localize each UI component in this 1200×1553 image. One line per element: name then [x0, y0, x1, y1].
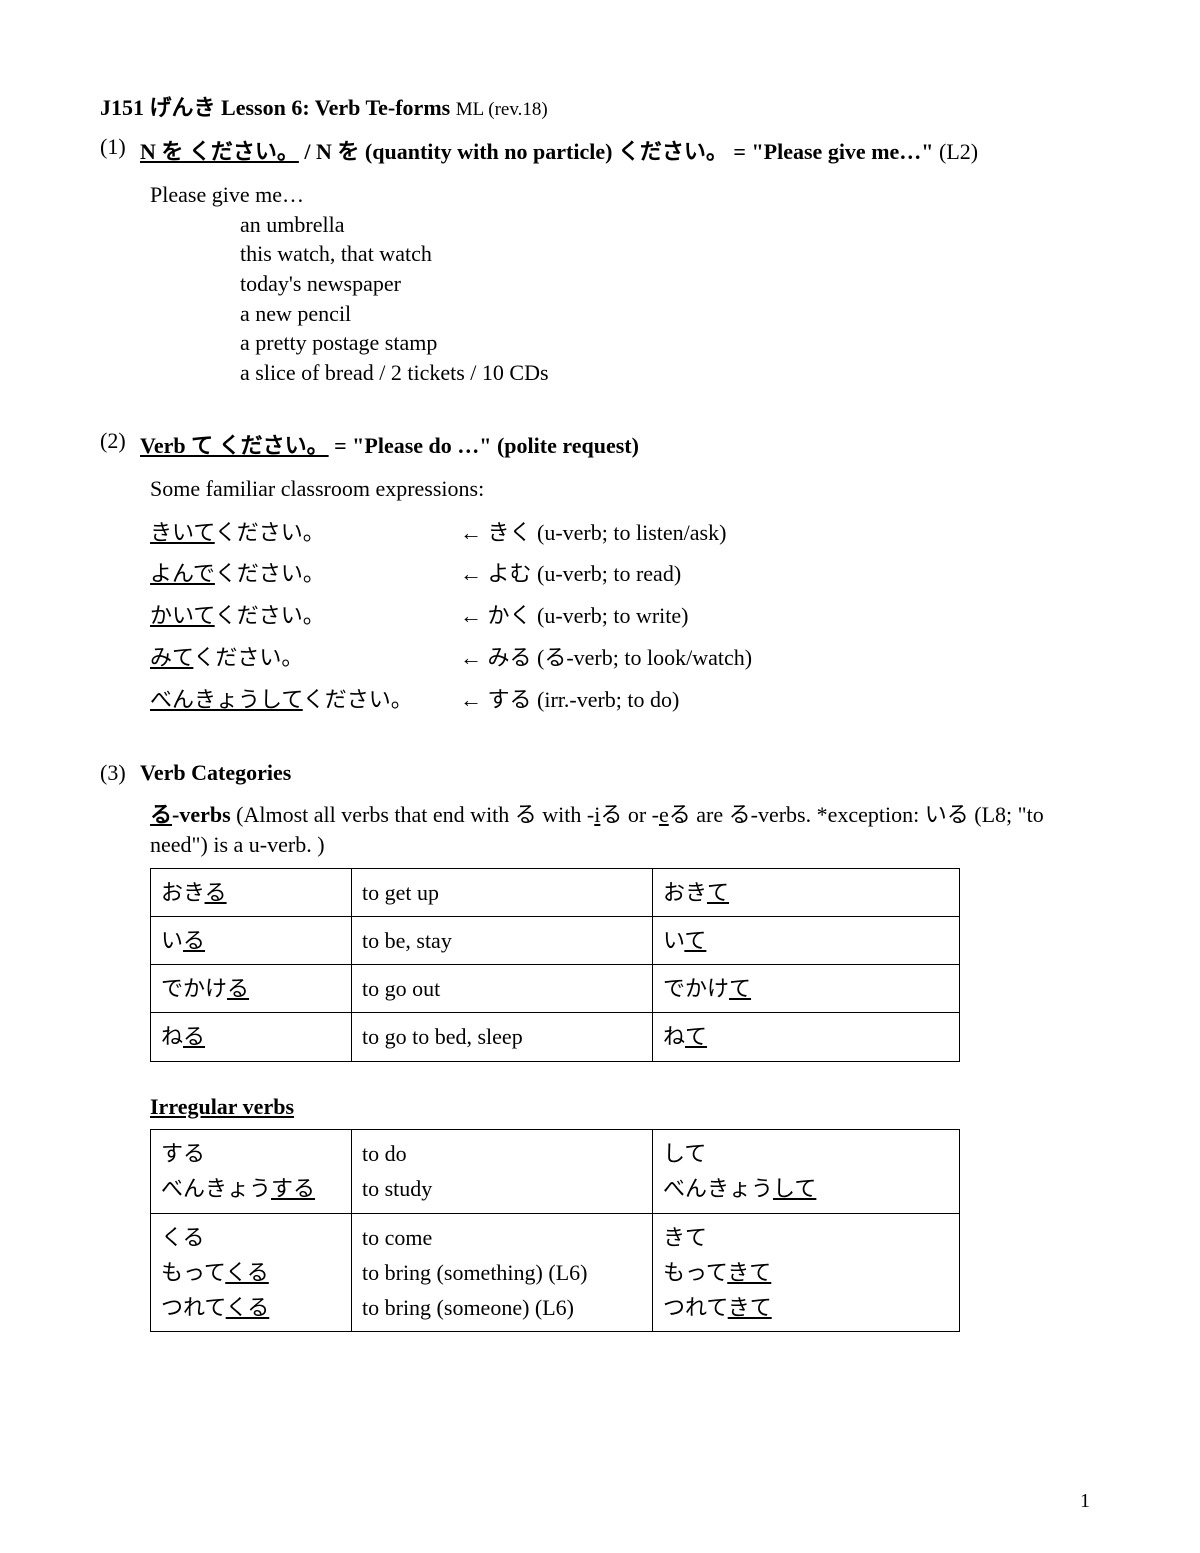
pattern-trans: = "Please give me…"	[733, 139, 933, 164]
document-page: J151 げんき Lesson 6: Verb Te-forms ML (rev…	[0, 0, 1200, 1553]
verb-meaning: to be, stay	[352, 917, 653, 965]
verb-dict-form: くるもってくるつれてくる	[151, 1213, 352, 1332]
section-3: (3) Verb Categories	[100, 760, 1100, 786]
verb-meaning: to get up	[352, 868, 653, 916]
ru-verbs-desc: る-verbs (Almost all verbs that end with …	[150, 800, 1100, 859]
title-jp: げんき	[150, 95, 216, 120]
kudasai-2: ください。	[618, 139, 728, 164]
irregular-verb-table: するべんきょうするto doto studyしてべんきょうしてくるもってくるつれ…	[150, 1129, 960, 1332]
section-3-num: (3)	[100, 760, 140, 786]
expression-jp: みてください。	[150, 637, 460, 679]
irregular-heading: Irregular verbs	[150, 1092, 1100, 1122]
verb-dict-form: でかける	[151, 965, 352, 1013]
verb-dict-form: ねる	[151, 1013, 352, 1061]
expression-row: みてください。← みる (る-verb; to look/watch)	[150, 637, 1100, 679]
expression-origin: ← する (irr.-verb; to do)	[460, 679, 1100, 721]
expression-row: かいてください。← かく (u-verb; to write)	[150, 595, 1100, 637]
verb-meaning: to doto study	[352, 1130, 653, 1213]
pattern-te-kudasai: Verb て ください。	[140, 433, 329, 458]
verb-te-form: きてもってきてつれてきて	[653, 1213, 960, 1332]
verb-meaning: to go to bed, sleep	[352, 1013, 653, 1061]
expression-jp: きいてください。	[150, 512, 460, 554]
table-row: くるもってくるつれてくるto cometo bring (something) …	[151, 1213, 960, 1332]
table-row: おきるto get upおきて	[151, 868, 960, 916]
particle-o: を	[337, 139, 359, 164]
give-item: a pretty postage stamp	[240, 328, 1100, 358]
verb-te-form: ねて	[653, 1013, 960, 1061]
expression-jp: よんでください。	[150, 553, 460, 595]
section-2-head: Verb て ください。 = "Please do …" (polite req…	[140, 428, 1100, 460]
verb-dict-form: おきる	[151, 868, 352, 916]
pattern-te-trans: = "Please do …" (polite request)	[334, 433, 639, 458]
verb-te-form: おきて	[653, 868, 960, 916]
expression-row: よんでください。← よむ (u-verb; to read)	[150, 553, 1100, 595]
expression-row: べんきょうしてください。← する (irr.-verb; to do)	[150, 679, 1100, 721]
verb-te-form: いて	[653, 917, 960, 965]
ru-desc-1: (Almost all verbs that end with る with -	[231, 802, 595, 827]
expression-origin: ← きく (u-verb; to listen/ask)	[460, 512, 1100, 554]
classroom-intro: Some familiar classroom expressions:	[150, 474, 1100, 504]
expression-jp: べんきょうしてください。	[150, 679, 460, 721]
ru-underline: る	[150, 802, 172, 827]
ru-desc-e: e	[659, 802, 669, 827]
ru-desc-2: る or -	[600, 802, 659, 827]
give-item: an umbrella	[240, 210, 1100, 240]
please-give-intro: Please give me…	[150, 180, 1100, 210]
verb-meaning: to go out	[352, 965, 653, 1013]
section-1: (1) N を ください。 / N を (quantity with no pa…	[100, 134, 1100, 166]
give-item: a new pencil	[240, 299, 1100, 329]
section-2-num: (2)	[100, 428, 140, 460]
lesson-ref: (L2)	[939, 139, 978, 164]
pattern-kudasai-1: N を ください。	[140, 139, 299, 164]
expression-origin: ← よむ (u-verb; to read)	[460, 553, 1100, 595]
ru-verb-table: おきるto get upおきているto be, stayいてでかけるto go …	[150, 868, 960, 1062]
pattern-slash: / N	[304, 139, 332, 164]
verb-dict-form: いる	[151, 917, 352, 965]
give-item: a slice of bread / 2 tickets / 10 CDs	[240, 358, 1100, 388]
section-3-head: Verb Categories	[140, 760, 1100, 786]
table-row: いるto be, stayいて	[151, 917, 960, 965]
expression-origin: ← みる (る-verb; to look/watch)	[460, 637, 1100, 679]
verb-te-form: でかけて	[653, 965, 960, 1013]
verb-dict-form: するべんきょうする	[151, 1130, 352, 1213]
expression-jp: かいてください。	[150, 595, 460, 637]
section-1-head: N を ください。 / N を (quantity with no partic…	[140, 134, 1100, 166]
expression-origin: ← かく (u-verb; to write)	[460, 595, 1100, 637]
lesson-title: Lesson 6: Verb Te-forms	[221, 95, 450, 120]
expression-list: きいてください。← きく (u-verb; to listen/ask)よんでく…	[150, 512, 1100, 721]
revision-note: ML (rev.18)	[456, 99, 548, 120]
table-row: するべんきょうするto doto studyしてべんきょうして	[151, 1130, 960, 1213]
table-row: でかけるto go outでかけて	[151, 965, 960, 1013]
verb-te-form: してべんきょうして	[653, 1130, 960, 1213]
section-2: (2) Verb て ください。 = "Please do …" (polite…	[100, 428, 1100, 460]
give-item: this watch, that watch	[240, 239, 1100, 269]
give-item: today's newspaper	[240, 269, 1100, 299]
ru-verbs-label: -verbs	[172, 802, 231, 827]
page-title: J151 げんき Lesson 6: Verb Te-forms ML (rev…	[100, 90, 1100, 122]
table-row: ねるto go to bed, sleepねて	[151, 1013, 960, 1061]
page-number: 1	[1080, 1490, 1090, 1513]
section-1-num: (1)	[100, 134, 140, 166]
course-code: J151	[100, 95, 144, 120]
verb-meaning: to cometo bring (something) (L6)to bring…	[352, 1213, 653, 1332]
pattern-qty: (quantity with no particle)	[365, 139, 613, 164]
expression-row: きいてください。← きく (u-verb; to listen/ask)	[150, 512, 1100, 554]
